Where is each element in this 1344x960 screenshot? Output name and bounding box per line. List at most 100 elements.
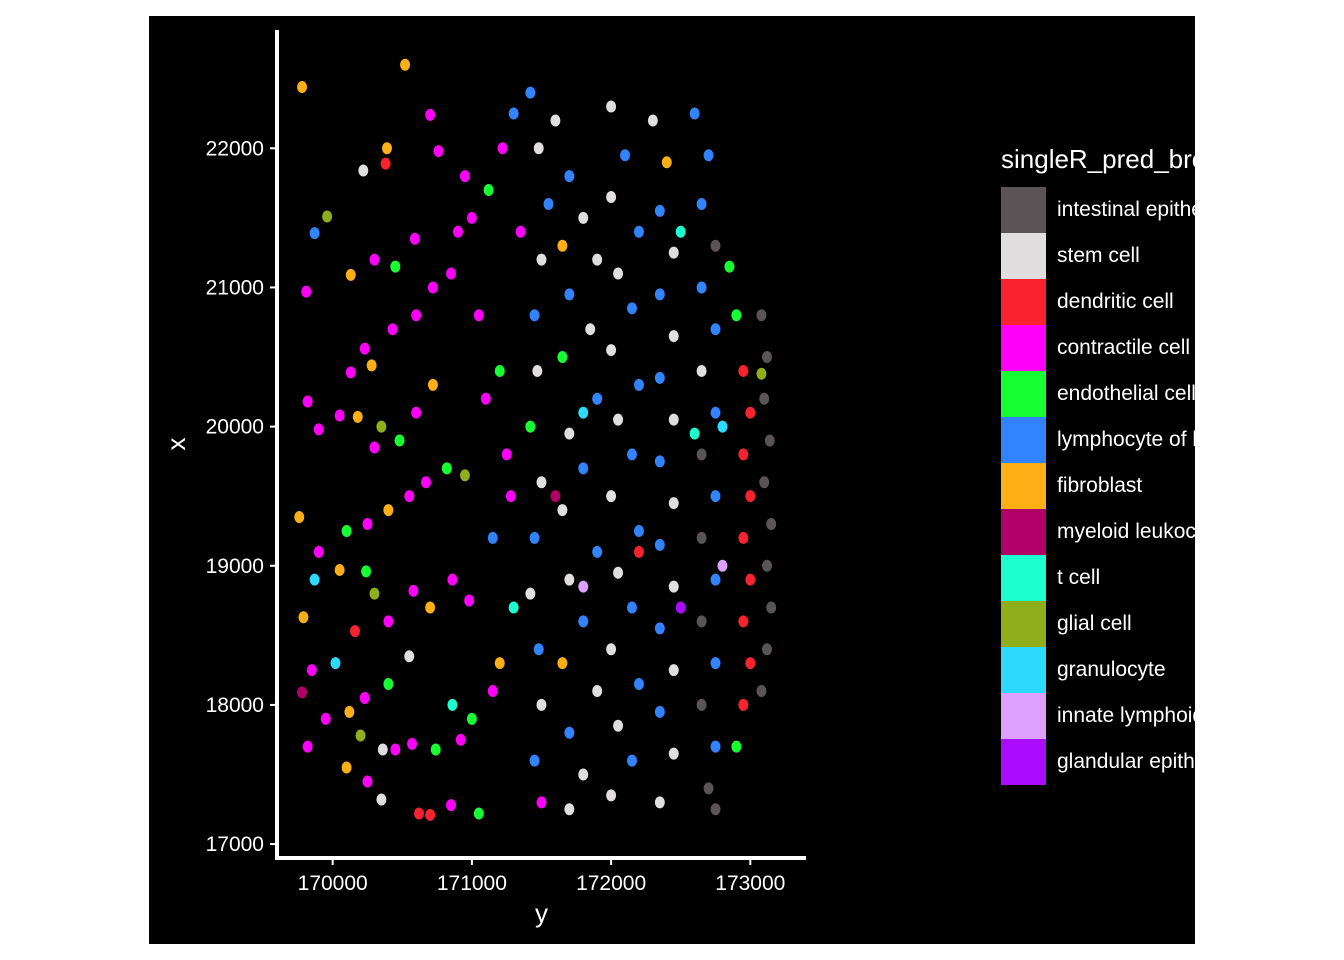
cell-point — [390, 743, 401, 756]
cell-point — [550, 114, 561, 127]
cell-point — [613, 566, 624, 579]
cell-point — [425, 808, 436, 821]
cell-point — [592, 253, 603, 266]
cell-point — [762, 559, 773, 572]
cell-point — [756, 309, 767, 322]
cell-point — [387, 323, 398, 336]
cell-point — [557, 504, 568, 517]
legend-swatch — [1001, 233, 1046, 279]
y-tick-label: 19000 — [206, 555, 264, 578]
cell-point — [383, 678, 394, 691]
cell-point — [409, 232, 420, 245]
cell-point — [446, 799, 457, 812]
cell-point — [647, 114, 658, 127]
legend-swatch — [1001, 279, 1046, 325]
legend-label: glandular epithelial cell — [1057, 750, 1270, 773]
cell-point — [654, 622, 665, 635]
cell-point — [738, 615, 749, 628]
cell-point — [668, 413, 679, 426]
cell-point — [334, 409, 345, 422]
cell-point — [592, 392, 603, 405]
cell-point — [626, 601, 637, 614]
legend-title: singleR_pred_broad — [1001, 144, 1236, 174]
cell-point — [464, 594, 475, 607]
cell-point — [536, 698, 547, 711]
cell-point — [633, 225, 644, 238]
cell-point — [383, 504, 394, 517]
cell-point — [294, 511, 305, 524]
cell-point — [525, 587, 536, 600]
cell-point — [654, 371, 665, 384]
cell-point — [626, 754, 637, 767]
cell-point — [654, 288, 665, 301]
cell-point — [400, 58, 411, 71]
cell-point — [564, 803, 575, 816]
cell-point — [430, 743, 441, 756]
legend-item: fibroblast — [1001, 463, 1278, 509]
legend-item: stem cell — [1001, 233, 1278, 279]
legend-item: granulocyte — [1001, 647, 1278, 693]
cell-point — [703, 149, 714, 162]
cell-point — [606, 344, 617, 357]
legend-item: endothelial cell — [1001, 371, 1278, 417]
cell-point — [369, 253, 380, 266]
legend-label: myeloid leukocyte — [1057, 520, 1224, 543]
cell-point — [487, 685, 498, 698]
cell-point — [696, 197, 707, 210]
cell-point — [362, 518, 373, 531]
cell-point — [689, 107, 700, 120]
cell-point — [654, 705, 665, 718]
cell-point — [543, 197, 554, 210]
cell-point — [404, 650, 415, 663]
cell-point — [413, 807, 424, 820]
cell-point — [557, 239, 568, 252]
cell-point — [466, 712, 477, 725]
cell-point — [297, 686, 308, 699]
cell-point — [427, 281, 438, 294]
legend-item: myeloid leukocyte — [1001, 509, 1278, 555]
cell-point — [381, 142, 392, 155]
legend-swatch — [1001, 463, 1046, 509]
scatter-plot: 170000 171000 172000 173000 17000 18000 19000 2… — [161, 30, 806, 928]
cell-point — [529, 754, 540, 767]
legend-items: intestinal epithelial cell stem cell dendr… — [1001, 187, 1278, 785]
legend-item: glandular epithelial cell — [1001, 739, 1278, 785]
y-tick-label: 17000 — [206, 833, 264, 856]
cell-point — [764, 434, 775, 447]
cell-point — [404, 490, 415, 503]
cell-point — [564, 288, 575, 301]
cell-point — [710, 490, 721, 503]
cell-point — [710, 573, 721, 586]
cell-point — [633, 378, 644, 391]
cell-point — [377, 743, 388, 756]
cell-point — [533, 643, 544, 656]
cell-point — [320, 712, 331, 725]
cell-point — [334, 563, 345, 576]
cell-point — [717, 420, 728, 433]
cell-point — [344, 705, 355, 718]
cell-point — [532, 364, 543, 377]
cell-point — [745, 490, 756, 503]
cell-point — [710, 406, 721, 419]
cell-point — [745, 406, 756, 419]
cell-point — [606, 190, 617, 203]
legend-label: t cell — [1057, 566, 1101, 589]
cell-point — [756, 685, 767, 698]
cell-point — [302, 740, 313, 753]
cell-point — [654, 204, 665, 217]
legend-swatch — [1001, 555, 1046, 601]
cell-point — [536, 253, 547, 266]
cell-point — [383, 615, 394, 628]
cell-point — [369, 441, 380, 454]
cell-point — [675, 601, 686, 614]
cell-point — [668, 246, 679, 259]
cell-point — [446, 267, 457, 280]
legend-swatch — [1001, 647, 1046, 693]
legend-swatch — [1001, 417, 1046, 463]
cell-point — [717, 559, 728, 572]
cell-point — [564, 427, 575, 440]
x-tick-label: 172000 — [576, 872, 646, 895]
y-tick-label: 21000 — [206, 276, 264, 299]
cell-point — [497, 142, 508, 155]
cell-point — [369, 587, 380, 600]
